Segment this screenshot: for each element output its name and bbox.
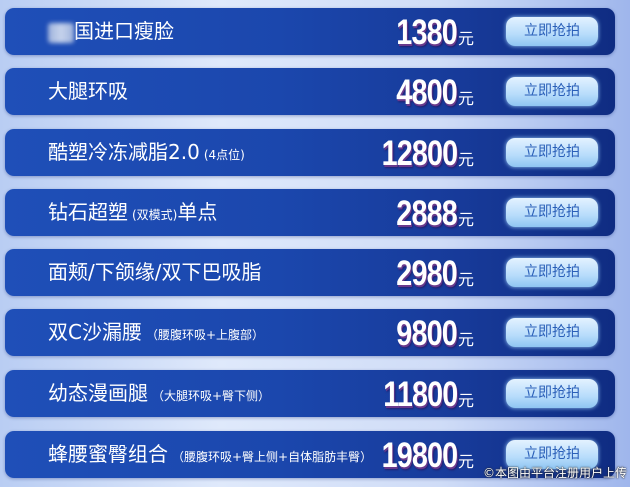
item-name: 国进口瘦脸 bbox=[74, 19, 174, 43]
item-note: （腰腹环吸+上腹部） bbox=[145, 328, 265, 342]
item-price: 11800元 bbox=[367, 370, 474, 417]
buy-now-button[interactable]: 立即抢拍 bbox=[506, 17, 598, 46]
price-row: 钻石超塑 (双模式)单点 2888元 立即抢拍 bbox=[5, 189, 615, 236]
item-price: 9800元 bbox=[383, 309, 474, 356]
item-note: （腰腹环吸+臀上侧+自体脂肪丰臀） bbox=[172, 450, 373, 464]
item-name-wrap: 双C沙漏腰 （腰腹环吸+上腹部） bbox=[48, 309, 264, 356]
buy-now-button[interactable]: 立即抢拍 bbox=[506, 379, 598, 408]
item-name: 面颊/下颌缘/双下巴吸脂 bbox=[48, 260, 262, 284]
currency-unit: 元 bbox=[457, 452, 474, 471]
item-name-wrap: 幼态漫画腿 （大腿环吸+臀下侧） bbox=[48, 370, 270, 417]
buy-now-button[interactable]: 立即抢拍 bbox=[506, 318, 598, 347]
buy-now-button[interactable]: 立即抢拍 bbox=[506, 138, 598, 167]
item-name: 酷塑冷冻减脂2.0 bbox=[48, 140, 200, 164]
buy-now-button[interactable]: 立即抢拍 bbox=[506, 77, 598, 106]
item-name-wrap: 国进口瘦脸 bbox=[48, 8, 174, 55]
item-name-wrap: 酷塑冷冻减脂2.0 (4点位) bbox=[48, 129, 245, 176]
item-price: 4800元 bbox=[383, 68, 474, 115]
price-row: 双C沙漏腰 （腰腹环吸+上腹部） 9800元 立即抢拍 bbox=[5, 309, 615, 356]
currency-unit: 元 bbox=[457, 270, 474, 289]
item-name: 大腿环吸 bbox=[48, 79, 128, 103]
price-row: 大腿环吸 4800元 立即抢拍 bbox=[5, 68, 615, 115]
item-name: 双C沙漏腰 bbox=[48, 320, 142, 344]
price-row: 蜂腰蜜臀组合 （腰腹环吸+臀上侧+自体脂肪丰臀） 19800元 立即抢拍 bbox=[5, 431, 615, 478]
price-value: 9800 bbox=[396, 314, 457, 353]
item-price: 12800元 bbox=[365, 129, 474, 176]
item-name-wrap: 面颊/下颌缘/双下巴吸脂 bbox=[48, 249, 261, 296]
currency-unit: 元 bbox=[457, 210, 474, 229]
price-value: 12800 bbox=[381, 134, 458, 173]
item-name-wrap: 大腿环吸 bbox=[48, 68, 128, 115]
price-value: 19800 bbox=[381, 436, 458, 475]
blurred-text bbox=[48, 22, 74, 43]
price-value: 1380 bbox=[396, 13, 457, 52]
currency-unit: 元 bbox=[457, 330, 474, 349]
item-name-wrap: 钻石超塑 (双模式)单点 bbox=[48, 189, 217, 236]
item-note: (4点位) bbox=[203, 148, 245, 162]
watermark: ©本图由平台注册用户上传 bbox=[482, 466, 627, 480]
price-value: 11800 bbox=[382, 375, 458, 414]
price-value: 2888 bbox=[396, 194, 457, 233]
item-name: 钻石超塑 bbox=[48, 200, 128, 224]
price-value: 2980 bbox=[396, 254, 457, 293]
buy-now-button[interactable]: 立即抢拍 bbox=[506, 440, 598, 469]
price-row: 面颊/下颌缘/双下巴吸脂 2980元 立即抢拍 bbox=[5, 249, 615, 296]
currency-unit: 元 bbox=[457, 391, 474, 410]
price-row: 国进口瘦脸 1380元 立即抢拍 bbox=[5, 8, 615, 55]
currency-unit: 元 bbox=[457, 150, 474, 169]
item-name: 蜂腰蜜臀组合 bbox=[48, 442, 168, 466]
price-value: 4800 bbox=[396, 73, 457, 112]
buy-now-button[interactable]: 立即抢拍 bbox=[506, 198, 598, 227]
price-row: 幼态漫画腿 （大腿环吸+臀下侧） 11800元 立即抢拍 bbox=[5, 370, 615, 417]
price-row: 酷塑冷冻减脂2.0 (4点位) 12800元 立即抢拍 bbox=[5, 129, 615, 176]
item-name: 幼态漫画腿 bbox=[48, 381, 148, 405]
buy-now-button[interactable]: 立即抢拍 bbox=[506, 258, 598, 287]
item-price: 19800元 bbox=[365, 431, 474, 478]
item-price: 2888元 bbox=[383, 189, 474, 236]
item-name-wrap: 蜂腰蜜臀组合 （腰腹环吸+臀上侧+自体脂肪丰臀） bbox=[48, 431, 372, 478]
item-price: 1380元 bbox=[383, 8, 474, 55]
item-price: 2980元 bbox=[383, 249, 474, 296]
item-note: （大腿环吸+臀下侧） bbox=[152, 389, 271, 403]
currency-unit: 元 bbox=[457, 89, 474, 108]
item-suffix: 单点 bbox=[177, 200, 218, 224]
currency-unit: 元 bbox=[457, 29, 474, 48]
item-note: (双模式) bbox=[132, 208, 178, 222]
